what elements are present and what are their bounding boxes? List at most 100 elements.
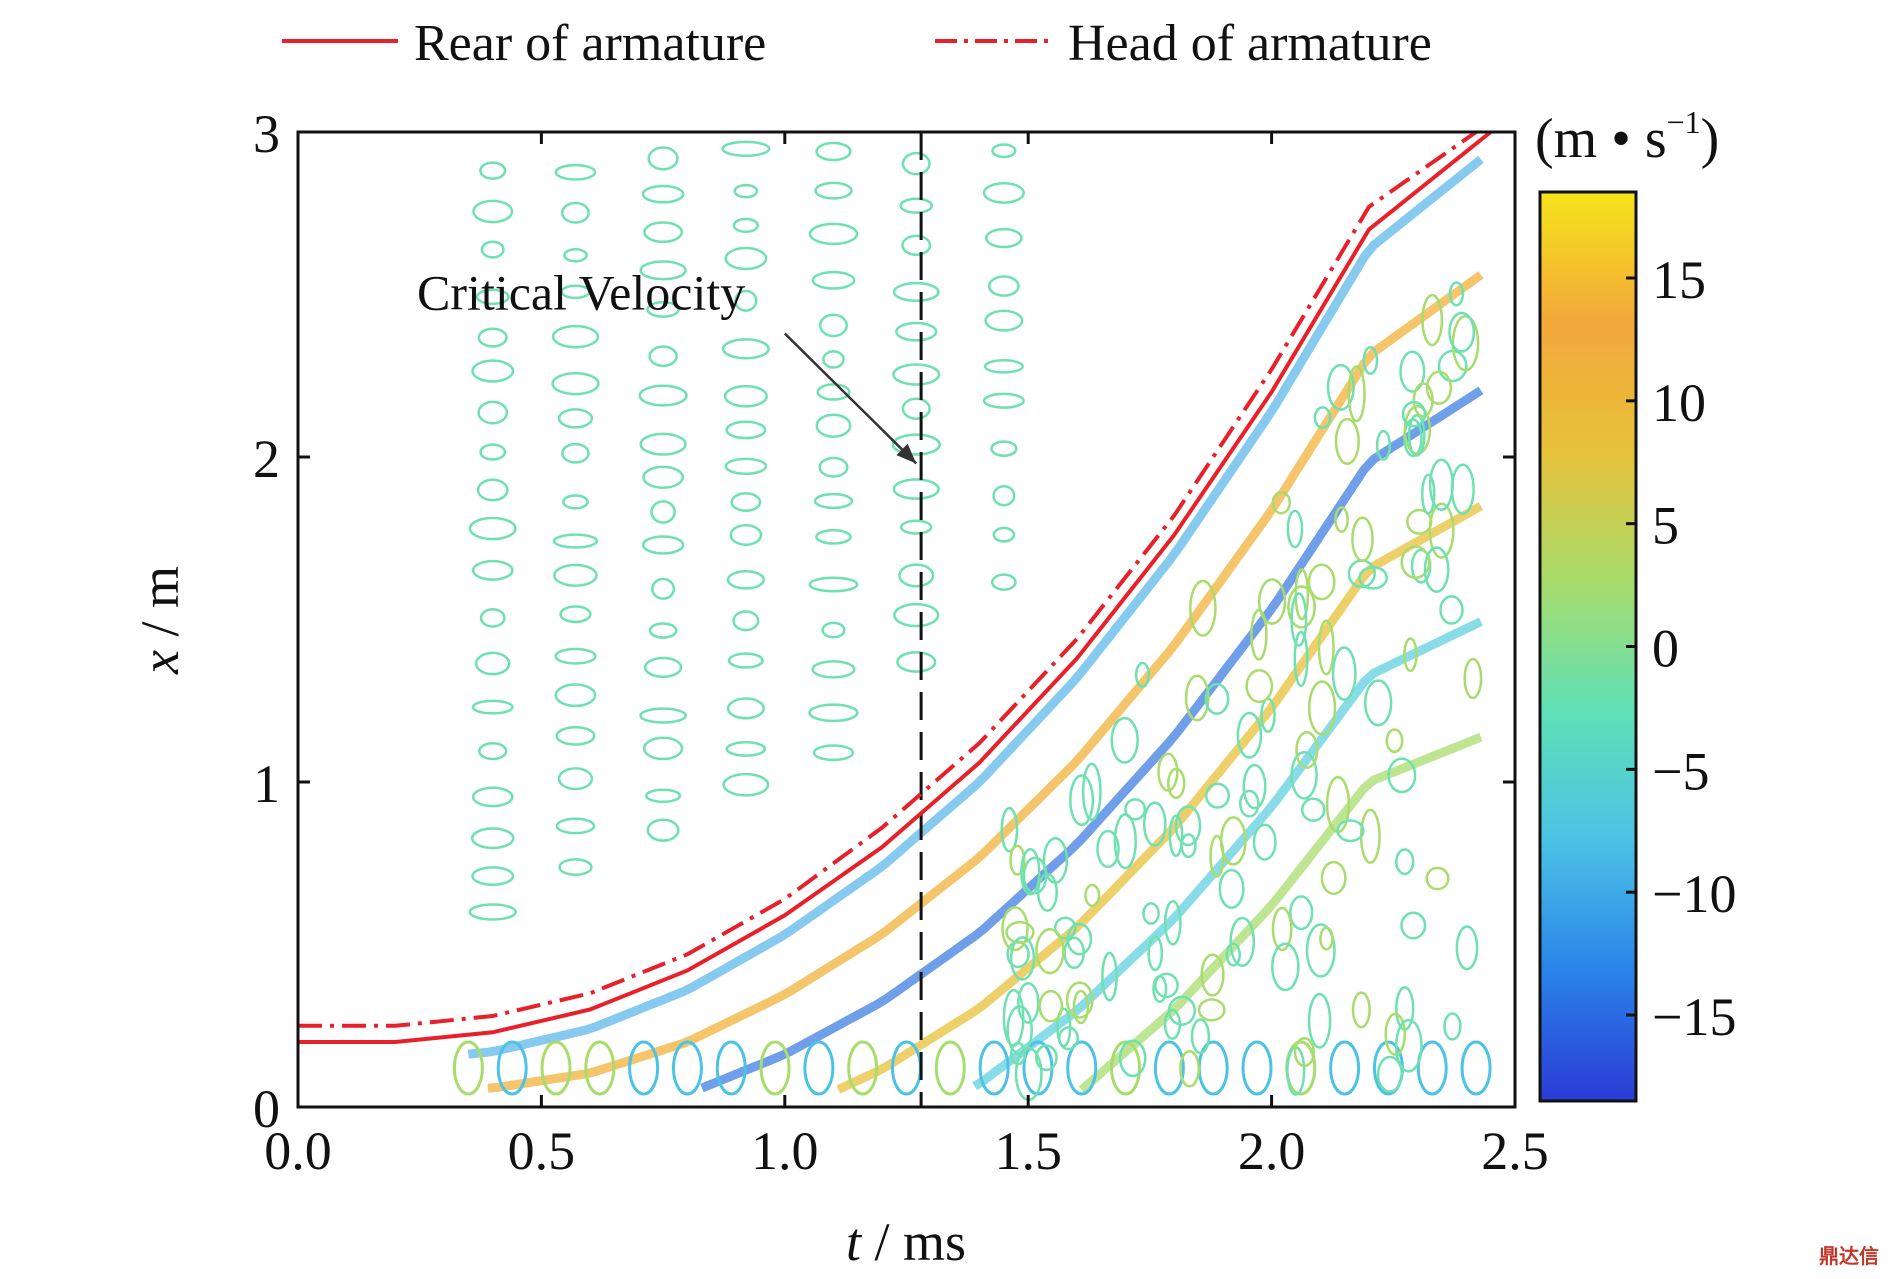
contour-ring [1359,808,1381,864]
contour-ring [1081,762,1102,821]
contour-ring [721,338,770,360]
contour-ring [1416,1040,1448,1096]
contour-ring [1347,365,1366,423]
contour-ring [1197,998,1226,1022]
contour-ring [1300,797,1326,822]
contour-ring [558,858,593,876]
contour-ring [983,359,1024,374]
contour-ring [1317,619,1335,676]
y-axis-var: x [130,650,190,675]
legend-label-rear: Rear of armature [414,15,766,72]
contour-ring [1376,1055,1404,1093]
contour-ring [1179,1050,1200,1088]
contour-ring [1289,895,1314,931]
contour-ring [1257,578,1287,625]
contour-ring [1290,592,1308,647]
contour-ring [982,182,1025,204]
contour-ring [899,197,934,214]
x-tick-label: 2.0 [1238,1121,1306,1181]
contour-ring [1197,1040,1229,1096]
contour-ring [1017,981,1040,1024]
colorbar-tick-label: 10 [1652,373,1706,433]
contour-ring [732,610,760,632]
contour-ring [818,313,849,338]
contour-ring [540,1040,572,1096]
contour-field [452,140,1492,1101]
contour-ring [646,300,680,318]
contour-ring [1168,814,1184,858]
contour-ring [1295,730,1319,769]
contour-ring [645,788,682,804]
contour-ring [1448,281,1465,307]
contour-ring [895,321,938,342]
x-axis: 0.0 0.5 1.0 1.5 2.0 2.5 [264,132,1549,1181]
contour-ring [554,683,597,708]
contour-ring [715,1040,747,1096]
contour-ring [638,384,688,407]
contour-ring [898,563,935,588]
contour-ring [729,523,763,546]
colorbar-tick-label: 5 [1652,496,1679,556]
contour-ring [1331,646,1357,701]
contour-ring [557,767,594,791]
contour-ring [1167,995,1196,1026]
contour-ring [1096,829,1120,869]
x-axis-var: t [846,1212,863,1272]
contour-ring [479,443,507,461]
contour-ring [471,359,515,383]
contour-ring [1000,806,1019,853]
contour-ring [1118,1039,1147,1078]
contour-ring [1066,1040,1098,1096]
contour-ring [1002,988,1025,1047]
contour-ring [891,433,941,456]
contour-ring [1455,925,1479,971]
contour-ring [815,141,852,162]
contour-ring [477,400,509,425]
contour-ring [1421,473,1436,515]
contour-ring [1204,782,1231,809]
contour-ring [1271,906,1293,952]
contour-ring [1320,860,1347,896]
contour-ring [1042,836,1069,884]
contour-ring [727,652,764,669]
contour-ring [452,1040,484,1096]
contour-ring [642,465,684,490]
contour-ring [725,420,767,440]
contour-ring [822,350,845,369]
contour-ring [1403,637,1418,673]
contour-ring [812,744,855,762]
legend-label-head: Head of armature [1068,15,1432,72]
contour-ring [1400,911,1427,940]
contour-ring [1443,1012,1462,1041]
contour-ring [808,703,859,723]
contour-ring [1035,927,1065,975]
contour-ring [811,660,856,679]
contour-ring [471,699,514,715]
contour-ring [671,1040,703,1096]
contour-band [467,155,1484,1059]
contour-ring [1190,1018,1211,1055]
contour-ring [639,707,687,724]
contour-ring [1163,900,1182,946]
contour-ring [555,817,596,835]
contour-ring [1200,953,1225,997]
contour-ring [1271,490,1292,515]
contour-ring [813,492,854,510]
annotation-arrowhead [896,443,917,464]
contour-ring [1189,579,1217,637]
contour-ring [816,383,851,401]
y-tick-label: 3 [253,104,280,164]
contour-ring [1238,789,1260,818]
contour-ring [721,140,771,158]
contour-ring [984,309,1024,332]
contour-ring [1110,1040,1142,1096]
contour-ring [730,492,762,513]
x-tick-label: 0.0 [264,1121,332,1181]
x-axis-unit: / ms [861,1212,966,1272]
contour-ring [651,577,676,600]
contour-ring [475,288,510,306]
contour-ring [648,622,678,639]
contour-ring [1407,413,1426,457]
contour-ring [1313,406,1332,429]
contour-ring [1358,565,1388,590]
